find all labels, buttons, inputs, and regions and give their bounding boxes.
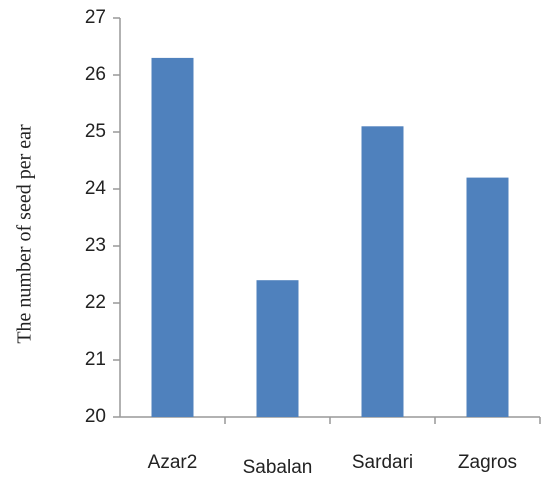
bar bbox=[151, 57, 194, 418]
x-tick-label: Sardari bbox=[352, 452, 413, 473]
y-tick-label: 24 bbox=[85, 178, 107, 199]
y-tick-label: 26 bbox=[85, 64, 106, 85]
x-tick-label: Azar2 bbox=[148, 452, 198, 473]
bar bbox=[256, 280, 299, 417]
y-axis-label: The number of seed per ear bbox=[14, 124, 36, 344]
bar bbox=[466, 177, 509, 417]
y-tick-label: 27 bbox=[85, 7, 106, 28]
bar bbox=[361, 126, 404, 418]
y-tick-label: 22 bbox=[85, 292, 106, 313]
x-tick-label: Zagros bbox=[458, 452, 517, 473]
y-tick-label: 20 bbox=[85, 406, 106, 427]
y-tick-label: 21 bbox=[85, 349, 106, 370]
y-tick-label: 23 bbox=[85, 235, 106, 256]
y-tick-label: 25 bbox=[85, 121, 106, 142]
x-tick-label: Sabalan bbox=[243, 457, 313, 478]
